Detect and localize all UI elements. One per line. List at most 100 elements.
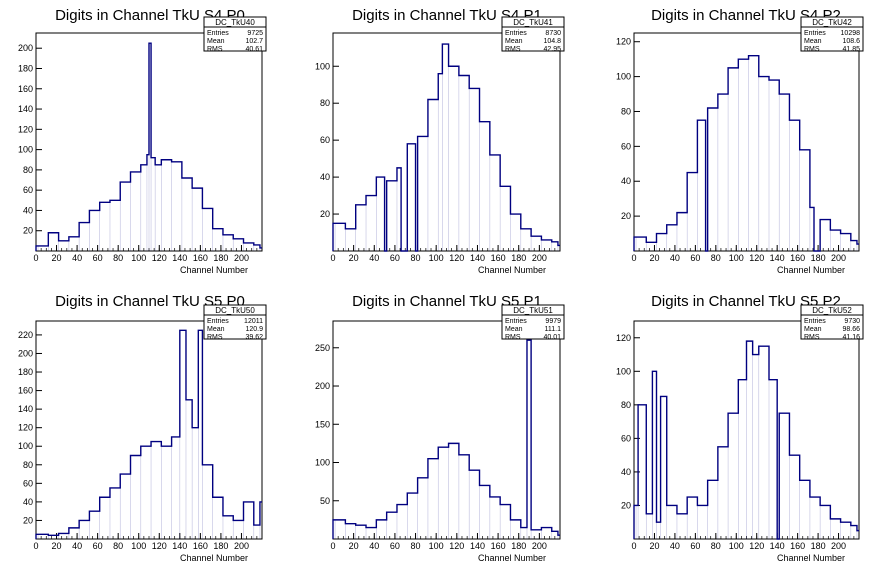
x-tick-label: 140 <box>172 541 187 551</box>
y-tick-label: 80 <box>320 98 330 108</box>
stats-value: 40.01 <box>543 334 561 341</box>
stats-key: Mean <box>804 326 822 333</box>
x-tick-label: 60 <box>690 541 700 551</box>
x-tick-label: 200 <box>234 541 249 551</box>
x-tick-label: 180 <box>811 253 826 263</box>
x-tick-label: 80 <box>411 253 421 263</box>
stats-value: 8730 <box>545 30 561 37</box>
stats-value: 40.61 <box>245 46 263 53</box>
y-tick-label: 120 <box>18 423 33 433</box>
x-tick-label: 200 <box>831 253 846 263</box>
histogram-line <box>35 329 262 539</box>
stats-name: DC_TkU51 <box>513 306 553 315</box>
stats-value: 9979 <box>545 318 561 325</box>
x-tick-label: 140 <box>470 253 485 263</box>
x-tick-label: 120 <box>449 541 464 551</box>
y-tick-label: 40 <box>621 467 631 477</box>
chart-title: Digits in Channel TkU S4 P0 <box>55 7 245 24</box>
y-tick-label: 20 <box>320 209 330 219</box>
x-tick-label: 100 <box>429 253 444 263</box>
histogram-line <box>633 340 859 540</box>
stats-name: DC_TkU40 <box>215 18 255 27</box>
y-tick-label: 100 <box>616 72 631 82</box>
stats-value: 104.8 <box>543 38 561 45</box>
y-tick-label: 60 <box>621 433 631 443</box>
x-tick-label: 20 <box>349 253 359 263</box>
x-tick-label: 100 <box>729 541 744 551</box>
x-tick-label: 60 <box>390 541 400 551</box>
stats-key: Entries <box>207 318 229 325</box>
chart-panel-5: Digits in Channel TkU S5 P2 0 20 40 60 80 100 1… <box>616 293 864 563</box>
stats-value: 108.6 <box>842 38 860 45</box>
x-tick-label: 20 <box>52 253 62 263</box>
x-tick-label: 160 <box>491 253 506 263</box>
x-tick-label: 200 <box>234 253 249 263</box>
y-tick-label: 20 <box>23 515 33 525</box>
x-tick-label: 40 <box>369 253 379 263</box>
y-tick-label: 60 <box>621 141 631 151</box>
x-tick-label: 100 <box>729 253 744 263</box>
stats-key: RMS <box>207 334 223 341</box>
plot-frame <box>633 32 860 252</box>
chart-panel-4: Digits in Channel TkU S5 P1 0 20 40 60 80 100 1… <box>315 293 565 563</box>
x-tick-label: 160 <box>491 541 506 551</box>
x-tick-label: 40 <box>369 541 379 551</box>
y-tick-label: 40 <box>621 176 631 186</box>
x-tick-label: 0 <box>33 541 38 551</box>
x-tick-label: 200 <box>532 253 547 263</box>
stats-key: RMS <box>505 46 521 53</box>
stats-value: 120.9 <box>245 326 263 333</box>
y-tick-label: 80 <box>621 400 631 410</box>
stats-box <box>203 304 267 340</box>
stats-key: Mean <box>804 38 822 45</box>
y-tick-label: 150 <box>315 419 330 429</box>
x-axis-label: Channel Number <box>478 553 546 563</box>
stats-name: DC_TkU52 <box>812 306 852 315</box>
y-tick-label: 180 <box>18 367 33 377</box>
x-tick-label: 180 <box>213 253 228 263</box>
x-tick-label: 120 <box>449 253 464 263</box>
x-tick-label: 20 <box>52 541 62 551</box>
x-tick-label: 140 <box>470 541 485 551</box>
x-tick-label: 40 <box>670 541 680 551</box>
x-tick-label: 160 <box>790 253 805 263</box>
x-tick-label: 180 <box>511 541 526 551</box>
stats-name: DC_TkU50 <box>215 306 255 315</box>
y-tick-label: 160 <box>18 84 33 94</box>
x-tick-label: 40 <box>72 253 82 263</box>
stats-key: RMS <box>804 46 820 53</box>
stats-key: Mean <box>207 326 225 333</box>
x-axis-label: Channel Number <box>180 553 248 563</box>
x-axis-label: Channel Number <box>478 265 546 275</box>
y-tick-label: 250 <box>315 343 330 353</box>
x-tick-label: 20 <box>349 541 359 551</box>
x-tick-label: 160 <box>193 253 208 263</box>
stats-value: 10298 <box>841 30 861 37</box>
y-tick-label: 50 <box>320 496 330 506</box>
x-tick-label: 80 <box>113 253 123 263</box>
y-tick-label: 180 <box>18 63 33 73</box>
x-tick-label: 80 <box>711 541 721 551</box>
y-tick-label: 60 <box>23 185 33 195</box>
stats-name: DC_TkU42 <box>812 18 852 27</box>
x-tick-label: 100 <box>429 541 444 551</box>
stats-value: 41.85 <box>842 46 860 53</box>
y-tick-label: 40 <box>23 205 33 215</box>
y-tick-label: 100 <box>315 458 330 468</box>
x-tick-label: 180 <box>213 541 228 551</box>
stats-value: 41.16 <box>842 334 860 341</box>
stats-key: Mean <box>505 38 523 45</box>
x-tick-label: 20 <box>649 253 659 263</box>
stats-key: Entries <box>207 30 229 37</box>
y-tick-label: 120 <box>616 37 631 47</box>
x-tick-label: 180 <box>511 253 526 263</box>
x-tick-label: 160 <box>193 541 208 551</box>
x-tick-label: 120 <box>152 253 167 263</box>
x-tick-label: 0 <box>631 541 636 551</box>
x-axis-label: Channel Number <box>180 265 248 275</box>
chart-title: Digits in Channel TkU S4 P2 <box>651 7 841 24</box>
y-tick-label: 80 <box>621 106 631 116</box>
x-tick-label: 60 <box>690 253 700 263</box>
y-tick-label: 60 <box>320 135 330 145</box>
